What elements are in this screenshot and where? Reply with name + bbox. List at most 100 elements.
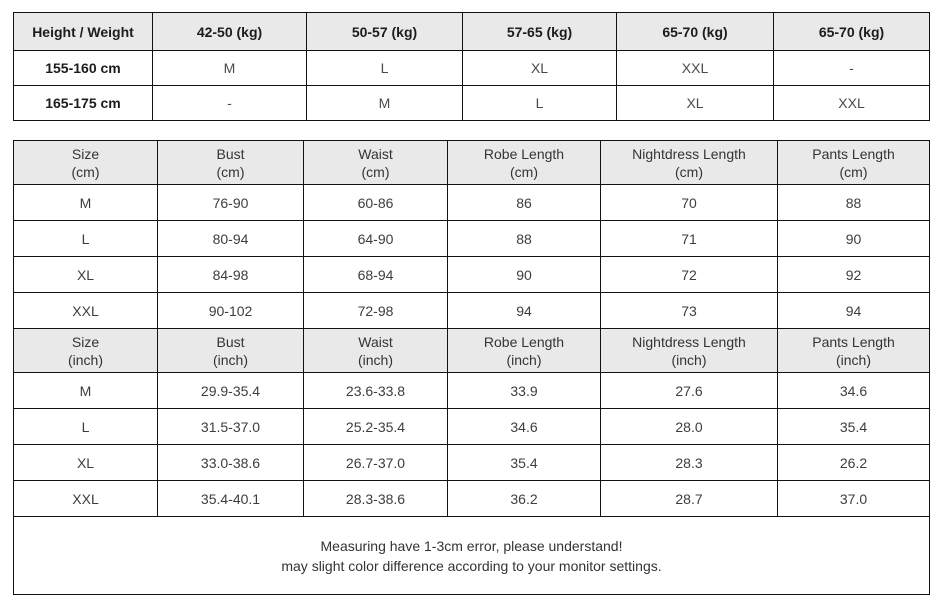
table-row: L 31.5-37.0 25.2-35.4 34.6 28.0 35.4 xyxy=(13,408,930,445)
measurement-cell: 26.7-37.0 xyxy=(303,444,448,481)
header-unit: (inch) xyxy=(671,351,707,368)
size-value-cell: XL xyxy=(462,50,617,86)
header-cell-pants-length-cm: Pants Length (cm) xyxy=(777,140,930,185)
header-cell-height-weight: Height / Weight xyxy=(13,12,153,51)
measurement-cell: 94 xyxy=(447,292,601,329)
table-row: M 29.9-35.4 23.6-33.8 33.9 27.6 34.6 xyxy=(13,372,930,409)
measurement-cell: 28.3-38.6 xyxy=(303,480,448,517)
header-label: Robe Length xyxy=(483,145,565,162)
header-unit: (cm) xyxy=(675,163,703,180)
size-value-cell: - xyxy=(773,50,930,86)
measurement-cell: 29.9-35.4 xyxy=(157,372,304,409)
header-cell-waist-cm: Waist (cm) xyxy=(303,140,448,185)
measurement-cell: 90 xyxy=(777,220,930,257)
header-unit: (cm) xyxy=(839,163,868,180)
header-cell-pants-length-inch: Pants Length (inch) xyxy=(777,328,930,373)
size-label-cell: L xyxy=(13,408,158,445)
header-label: Nightdress Length xyxy=(632,333,746,350)
table-row: XXL 90-102 72-98 94 73 94 xyxy=(13,292,930,329)
header-cell-weight-range: 65-70 (kg) xyxy=(773,12,930,51)
measurements-table: Size (cm) Bust (cm) Waist (cm) Robe Leng… xyxy=(13,140,930,595)
header-label: Size xyxy=(71,333,100,350)
size-value-cell: M xyxy=(306,85,463,121)
header-unit: (inch) xyxy=(835,351,871,368)
header-label: Nightdress Length xyxy=(632,145,746,162)
header-unit: (cm) xyxy=(510,163,538,180)
measurement-cell: 90 xyxy=(447,256,601,293)
table-row: 165-175 cm - M L XL XXL xyxy=(13,85,930,121)
measurement-cell: 26.2 xyxy=(777,444,930,481)
measurement-cell: 71 xyxy=(600,220,778,257)
header-unit: (cm) xyxy=(361,163,390,180)
measurement-cell: 60-86 xyxy=(303,184,448,221)
size-label-cell: XL xyxy=(13,444,158,481)
table-row: L 80-94 64-90 88 71 90 xyxy=(13,220,930,257)
header-cell-size-inch: Size (inch) xyxy=(13,328,158,373)
measurement-cell: 27.6 xyxy=(600,372,778,409)
header-label: Bust xyxy=(216,333,245,350)
table-row: XL 84-98 68-94 90 72 92 xyxy=(13,256,930,293)
header-cell-robe-length-inch: Robe Length (inch) xyxy=(447,328,601,373)
measurement-cell: 34.6 xyxy=(777,372,930,409)
header-cell-weight-range: 50-57 (kg) xyxy=(306,12,463,51)
measurement-cell: 64-90 xyxy=(303,220,448,257)
size-label-cell: XXL xyxy=(13,480,158,517)
measurement-cell: 28.7 xyxy=(600,480,778,517)
cm-header-row: Size (cm) Bust (cm) Waist (cm) Robe Leng… xyxy=(13,140,930,185)
size-value-cell: L xyxy=(306,50,463,86)
header-label: Waist xyxy=(358,145,393,162)
measurement-cell: 35.4 xyxy=(447,444,601,481)
measurement-cell: 37.0 xyxy=(777,480,930,517)
size-label-cell: M xyxy=(13,372,158,409)
header-cell-weight-range: 57-65 (kg) xyxy=(462,12,617,51)
measurement-cell: 88 xyxy=(777,184,930,221)
header-label: Pants Length xyxy=(812,333,895,350)
size-label-cell: L xyxy=(13,220,158,257)
measurement-cell: 72 xyxy=(600,256,778,293)
height-range-label: 165-175 cm xyxy=(13,85,153,121)
note-line-2: may slight color difference according to… xyxy=(281,557,662,574)
measurement-cell: 28.3 xyxy=(600,444,778,481)
header-label: Robe Length xyxy=(483,333,565,350)
header-label: Pants Length xyxy=(812,145,895,162)
height-weight-size-guide-table: Height / Weight 42-50 (kg) 50-57 (kg) 57… xyxy=(13,12,930,121)
measurement-cell: 68-94 xyxy=(303,256,448,293)
measurement-cell: 88 xyxy=(447,220,601,257)
measurement-cell: 35.4 xyxy=(777,408,930,445)
size-value-cell: XL xyxy=(616,85,774,121)
measurement-cell: 94 xyxy=(777,292,930,329)
size-value-cell: L xyxy=(462,85,617,121)
size-value-cell: M xyxy=(152,50,307,86)
header-cell-size-cm: Size (cm) xyxy=(13,140,158,185)
header-unit: (inch) xyxy=(506,351,542,368)
header-cell-nightdress-length-inch: Nightdress Length (inch) xyxy=(600,328,778,373)
header-unit: (inch) xyxy=(357,351,393,368)
header-label: Bust xyxy=(216,145,245,162)
measurement-cell: 70 xyxy=(600,184,778,221)
header-cell-bust-inch: Bust (inch) xyxy=(157,328,304,373)
size-value-cell: XXL xyxy=(773,85,930,121)
measurement-cell: 36.2 xyxy=(447,480,601,517)
measurement-cell: 73 xyxy=(600,292,778,329)
measurement-cell: 76-90 xyxy=(157,184,304,221)
measurement-cell: 84-98 xyxy=(157,256,304,293)
header-cell-weight-range: 42-50 (kg) xyxy=(152,12,307,51)
size-label-cell: XXL xyxy=(13,292,158,329)
measurement-cell: 23.6-33.8 xyxy=(303,372,448,409)
table-row: XXL 35.4-40.1 28.3-38.6 36.2 28.7 37.0 xyxy=(13,480,930,517)
table-row: M 76-90 60-86 86 70 88 xyxy=(13,184,930,221)
note-row: Measuring have 1-3cm error, please under… xyxy=(13,516,930,595)
measurement-cell: 72-98 xyxy=(303,292,448,329)
measurement-cell: 34.6 xyxy=(447,408,601,445)
header-unit: (cm) xyxy=(71,163,100,180)
measurement-cell: 86 xyxy=(447,184,601,221)
inch-header-row: Size (inch) Bust (inch) Waist (inch) Rob… xyxy=(13,328,930,373)
measurement-cell: 28.0 xyxy=(600,408,778,445)
height-range-label: 155-160 cm xyxy=(13,50,153,86)
header-cell-bust-cm: Bust (cm) xyxy=(157,140,304,185)
size-label-cell: M xyxy=(13,184,158,221)
table-row: XL 33.0-38.6 26.7-37.0 35.4 28.3 26.2 xyxy=(13,444,930,481)
header-unit: (cm) xyxy=(216,163,245,180)
measurement-cell: 92 xyxy=(777,256,930,293)
header-cell-weight-range: 65-70 (kg) xyxy=(616,12,774,51)
